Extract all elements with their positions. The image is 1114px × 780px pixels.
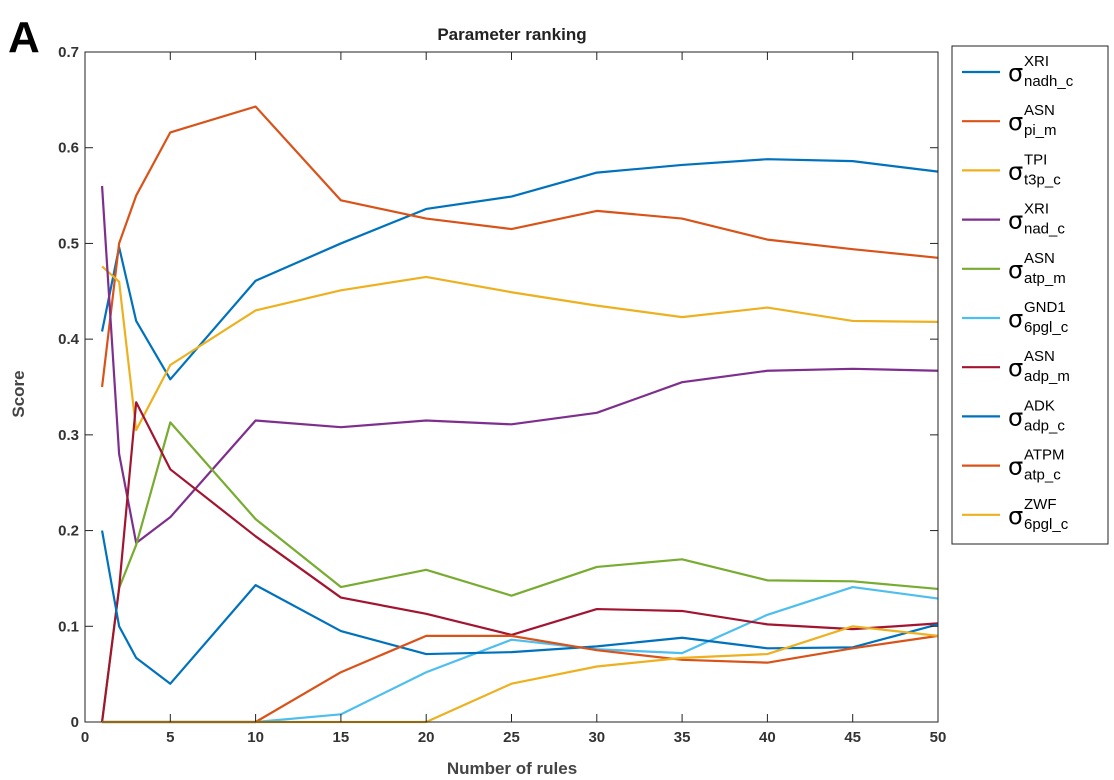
y-tick-label: 0.5: [58, 235, 79, 252]
legend-subscript: 6pgl_c: [1024, 319, 1069, 336]
legend-symbol: σ: [1008, 502, 1023, 530]
y-axis-label: Score: [9, 370, 28, 417]
x-tick-label: 40: [759, 729, 776, 746]
legend-superscript: ASN: [1024, 250, 1055, 267]
chart-title: Parameter ranking: [437, 25, 586, 44]
y-tick-label: 0.2: [58, 523, 79, 540]
legend-subscript: atp_m: [1024, 270, 1066, 287]
x-tick-label: 0: [81, 729, 89, 746]
legend-symbol: σ: [1008, 108, 1023, 136]
legend-superscript: ASN: [1024, 348, 1055, 365]
legend-superscript: GND1: [1024, 299, 1066, 316]
series-line-1: [100, 158, 939, 381]
legend-subscript: t3p_c: [1024, 171, 1061, 188]
series-line-2: [100, 105, 939, 388]
legend-symbol: σ: [1008, 207, 1023, 235]
legend-superscript: ATPM: [1024, 447, 1065, 464]
legend-box: [951, 45, 1109, 545]
series-line-8: [100, 530, 939, 685]
legend-symbol: σ: [1008, 157, 1023, 185]
y-tick-label: 0.4: [58, 331, 80, 348]
series-line-7: [100, 401, 939, 723]
panel-label: A: [8, 13, 40, 62]
legend-symbol: σ: [1008, 354, 1023, 382]
legend-symbol: σ: [1008, 256, 1023, 284]
legend-symbol: σ: [1008, 59, 1023, 87]
legend-superscript: ZWF: [1024, 496, 1056, 513]
y-tick-label: 0.3: [58, 427, 79, 444]
legend-superscript: TPI: [1024, 151, 1047, 168]
legend-subscript: adp_c: [1024, 417, 1065, 434]
plot-area: 0 5 10 15 20 25 30 35 40 45 50 0 0.1 0.2 0.3 0.4 0.5 0.6 0…: [58, 44, 946, 746]
x-tick-label: 5: [166, 729, 174, 746]
x-tick-label: 20: [418, 729, 435, 746]
series-line-5: [100, 421, 939, 723]
y-tick-label: 0.1: [58, 618, 79, 635]
x-tick-label: 15: [333, 729, 350, 746]
legend-superscript: XRI: [1024, 53, 1049, 70]
legend-subscript: adp_m: [1024, 368, 1070, 385]
series-line-4: [100, 185, 939, 545]
y-tick-label: 0.7: [58, 44, 79, 61]
y-tick-label: 0.6: [58, 140, 79, 157]
x-tick-label: 35: [674, 729, 691, 746]
axes-box: [84, 51, 939, 723]
legend-symbol: σ: [1008, 305, 1023, 333]
legend-superscript: ADK: [1024, 397, 1055, 414]
legend-symbol: σ: [1008, 453, 1023, 481]
x-tick-label: 10: [247, 729, 264, 746]
series-line-3: [101, 265, 939, 432]
legend-subscript: 6pgl_c: [1024, 516, 1069, 533]
legend-subscript: nadh_c: [1024, 73, 1074, 90]
legend-superscript: XRI: [1024, 201, 1049, 218]
x-tick-label: 25: [503, 729, 520, 746]
legend-subscript: atp_c: [1024, 467, 1061, 484]
x-axis-label: Number of rules: [447, 759, 577, 778]
legend-subscript: nad_c: [1024, 221, 1065, 238]
x-tick-label: 45: [844, 729, 861, 746]
legend-superscript: ASN: [1024, 102, 1055, 119]
legend-subscript: pi_m: [1024, 122, 1057, 139]
x-tick-label: 30: [588, 729, 605, 746]
legend-symbol: σ: [1008, 403, 1023, 431]
x-tick-label: 50: [930, 729, 947, 746]
y-tick-label: 0: [71, 714, 79, 731]
